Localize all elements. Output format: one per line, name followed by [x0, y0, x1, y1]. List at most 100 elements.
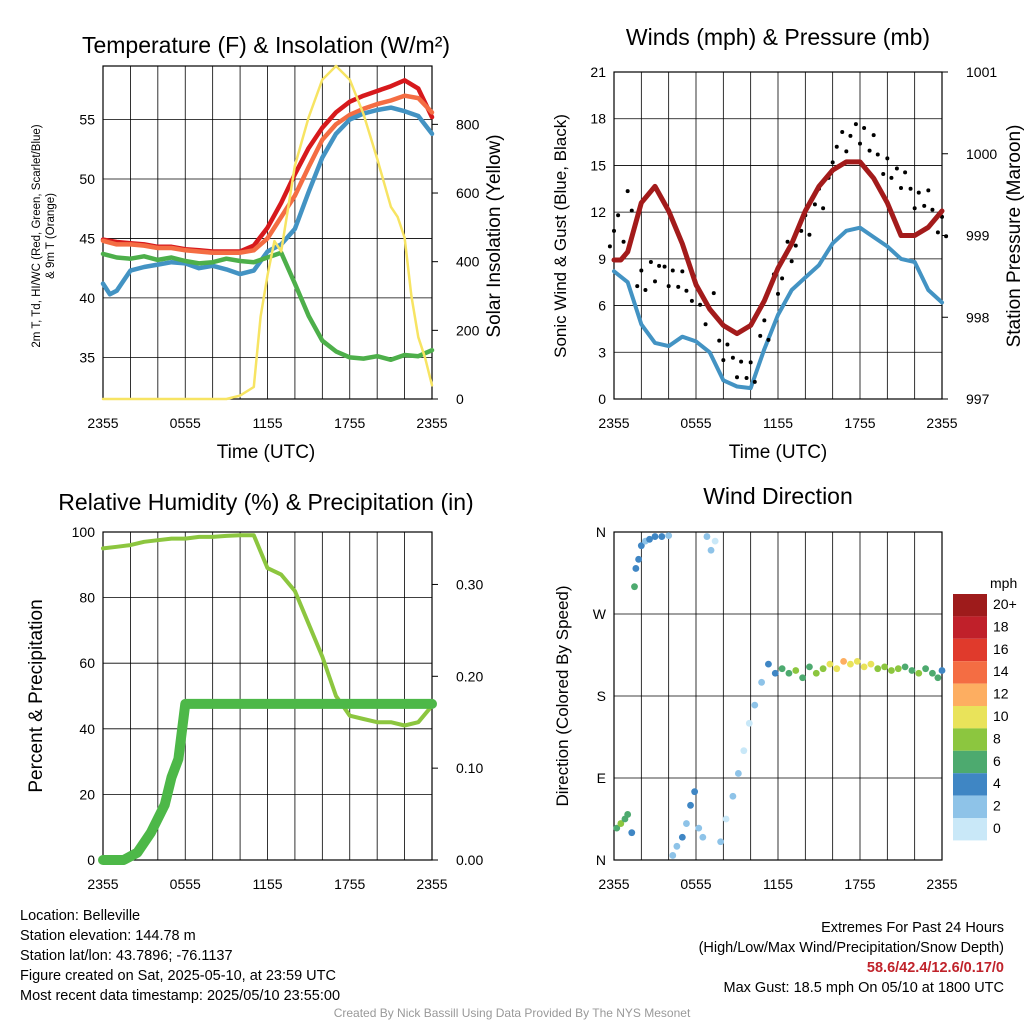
precipitation-line [98, 698, 437, 865]
wind-direction-point [646, 535, 653, 543]
recent-data-timestamp: Most recent data timestamp: 2025/05/10 2… [20, 988, 341, 1004]
extremes-values: 58.6/42.4/12.6/0.17/0 [866, 960, 1004, 976]
gust-point [830, 160, 835, 165]
gust-point [739, 359, 744, 364]
station-location: Location: Belleville [20, 908, 141, 924]
wind-direction-point [867, 660, 875, 668]
insolation-y-tick-label: 800 [456, 116, 480, 132]
temperature-y-tick-label: 45 [79, 230, 95, 246]
gust-point [881, 171, 886, 176]
gust-point [735, 375, 739, 380]
wind-direction-point [678, 833, 686, 841]
gust-point [793, 243, 798, 248]
temperature-y-tick-label: 40 [79, 290, 95, 306]
wind-direction-point [792, 667, 800, 674]
temperature-x-axis-label: Time (UTC) [217, 442, 316, 463]
precipitation-y-tick-label: 0.10 [456, 760, 483, 776]
gust-point [653, 279, 657, 284]
pressure-y-tick-label: 1000 [966, 146, 997, 162]
station-latlon: Station lat/lon: 43.7896; -76.1137 [20, 948, 233, 964]
legend-label: 10 [993, 708, 1009, 724]
insolation-y-tick-label: 600 [456, 185, 480, 201]
gust-point [621, 239, 626, 244]
direction-y-tick-label: N [596, 524, 606, 540]
gust-point [762, 318, 767, 323]
wind-x-axis-label: Time (UTC) [729, 442, 828, 463]
wind-direction-point [853, 657, 861, 665]
gust-point [643, 288, 648, 292]
temperature-panel-title: Temperature (F) & Insolation (W/m²) [82, 32, 450, 58]
pressure-y-tick-label: 999 [966, 228, 990, 244]
wind-direction-point [778, 665, 786, 673]
gust-point [899, 186, 903, 191]
gust-point [684, 288, 689, 293]
humidity-y-tick-label: 60 [79, 655, 95, 671]
wind-direction-point [632, 565, 640, 572]
gust-point [698, 302, 703, 307]
legend-label: 14 [993, 663, 1009, 679]
gust-point [789, 259, 794, 264]
wind-direction-point [799, 674, 806, 682]
speed-legend: mph 20+ 18 16 14 12 10 8 6 4 2 0 [953, 575, 1017, 841]
station-info: Location: Belleville Station elevation: … [20, 906, 340, 1006]
wind-direction-point [695, 824, 703, 832]
legend-swatch [953, 750, 987, 774]
precipitation-y-tick-label: 0.30 [456, 576, 483, 592]
gust-point [867, 148, 872, 153]
x-tick-label: 2355 [926, 876, 957, 892]
insolation-y-tick-label: 400 [456, 254, 480, 270]
legend-swatch [953, 773, 987, 796]
wind-direction-point [624, 811, 632, 818]
gust-point [785, 239, 790, 244]
wind-direction-point [901, 663, 909, 671]
wind-direction-point [669, 852, 677, 859]
x-tick-label: 1155 [763, 415, 793, 431]
wind-direction-point [922, 665, 929, 673]
insolation-y-tick-label: 200 [456, 322, 480, 338]
wind-direction-point [751, 701, 759, 709]
wind-y-tick-label: 15 [590, 157, 606, 173]
gust-point [894, 166, 899, 171]
x-tick-label: 1155 [763, 876, 793, 892]
wind-direction-point [637, 542, 645, 550]
humidity-panel-title: Relative Humidity (%) & Precipitation (i… [58, 489, 473, 515]
gust-point [730, 355, 735, 360]
gust-point [853, 122, 858, 127]
legend-label: 2 [993, 798, 1001, 814]
plot-frame [102, 65, 433, 400]
pressure-y-tick-label: 998 [966, 309, 990, 325]
x-tick-label: 2355 [87, 876, 118, 892]
insolation-y-tick-label: 0 [456, 391, 464, 407]
gust-point [612, 228, 616, 233]
gust-point [776, 291, 780, 296]
wind-y-tick-label: 6 [598, 298, 606, 314]
temperature-y-tick-label: 50 [79, 171, 95, 187]
legend-swatch [953, 795, 987, 818]
wind-panel-title: Winds (mph) & Pressure (mb) [626, 24, 930, 50]
humidity-panel: Relative Humidity (%) & Precipitation (i… [26, 489, 483, 892]
wind-y-tick-label: 12 [590, 204, 606, 220]
wind-pressure-panel: Winds (mph) & Pressure (mb) Time (UTC) S… [551, 24, 1024, 463]
x-tick-label: 2355 [926, 415, 957, 431]
x-tick-label: 2355 [598, 876, 629, 892]
relative-humidity-line [101, 533, 434, 728]
gust-point [944, 234, 949, 239]
gust-point [807, 232, 812, 237]
wind-direction-point [888, 667, 895, 674]
wind-direction-point [819, 665, 827, 673]
insolation-y-axis-label: Solar Insolation (Yellow) [484, 134, 505, 337]
legend-swatch [953, 728, 987, 751]
legend-swatch [953, 661, 987, 684]
gust-point [752, 379, 757, 384]
station-elevation: Station elevation: 144.78 m [20, 928, 196, 944]
legend-label: 0 [993, 820, 1001, 836]
temperature-series-line [100, 250, 435, 363]
gust-point [922, 203, 927, 208]
humidity-y-tick-label: 20 [79, 786, 95, 802]
wind-direction-point [740, 747, 748, 755]
extremes-fields: (High/Low/Max Wind/Precipitation/Snow De… [698, 940, 1004, 956]
x-tick-label: 0555 [680, 876, 711, 892]
wind-direction-point [722, 815, 730, 823]
legend-swatch [953, 818, 987, 841]
